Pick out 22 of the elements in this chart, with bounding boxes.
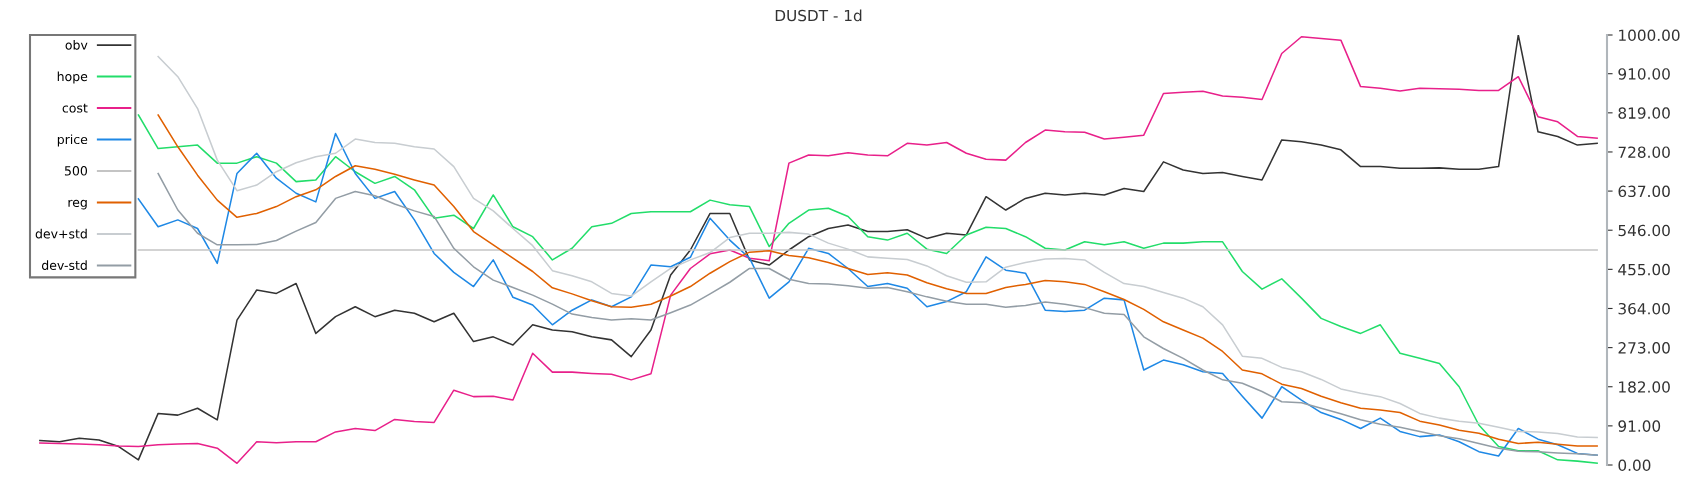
y-tick-label: 728.00 <box>1618 146 1670 158</box>
y-tick-label: 182.00 <box>1619 381 1670 393</box>
y-tick-label: 0.00 <box>1618 459 1651 472</box>
y-tick-label: 637.00 <box>1618 185 1670 198</box>
y-tick-label: 819.00 <box>1618 107 1670 119</box>
legend-label: hope <box>57 71 88 84</box>
y-tick-label: 364.00 <box>1618 302 1670 315</box>
legend-label: dev+std <box>35 228 87 239</box>
y-tick-label: 910.00 <box>1618 68 1670 80</box>
legend-label: price <box>57 134 88 147</box>
y-tick-label: 273.00 <box>1618 342 1670 354</box>
y-tick-label: 91.00 <box>1618 420 1661 432</box>
y-tick-label: 1000.00 <box>1619 29 1680 42</box>
chart-title: DUSDT - 1d <box>775 9 862 22</box>
legend-label: cost <box>62 103 88 113</box>
legend-label: 500 <box>64 166 88 176</box>
y-tick-label: 455.00 <box>1618 263 1670 276</box>
legend-label: obv <box>65 40 88 50</box>
legend-label: dev-std <box>41 260 87 270</box>
line-series <box>157 55 1598 439</box>
legend-label: reg <box>68 199 87 210</box>
y-tick-label: 546.00 <box>1618 224 1670 237</box>
